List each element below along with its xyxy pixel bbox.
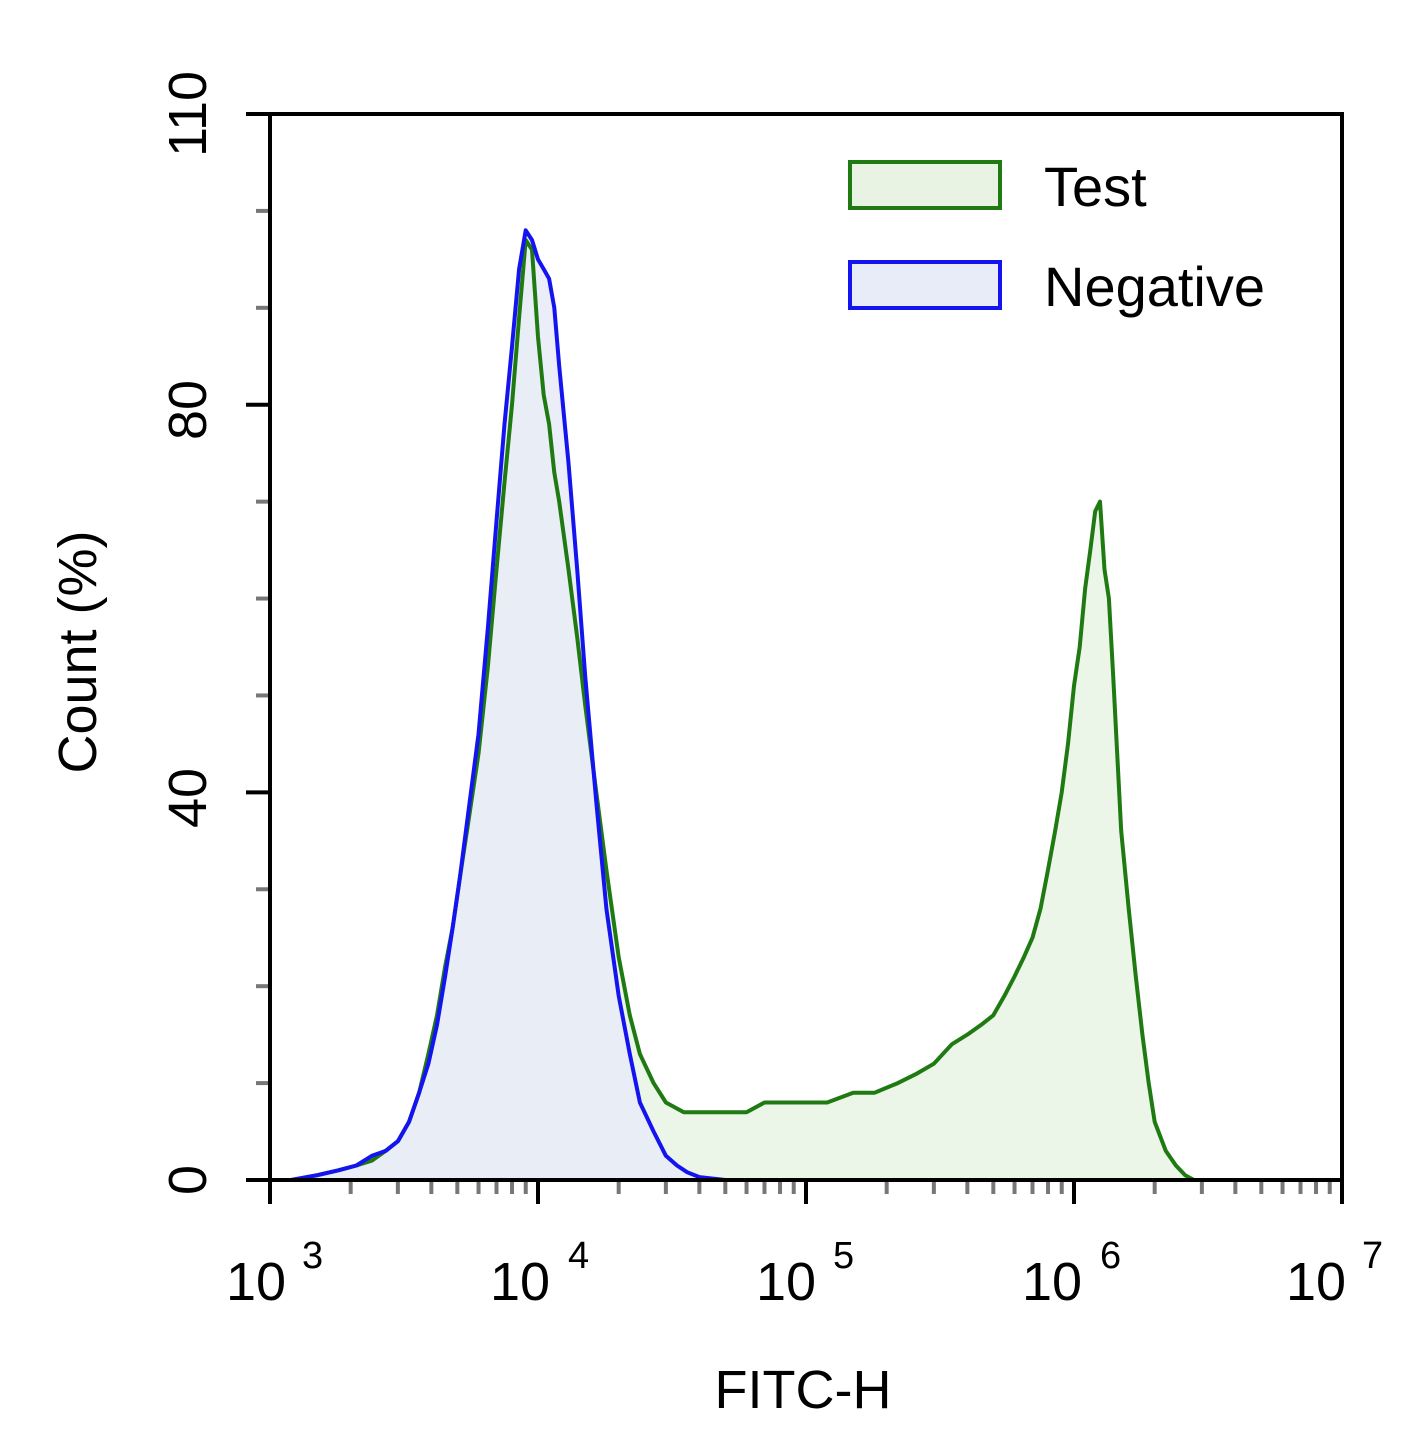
legend-label-negative: Negative xyxy=(1044,255,1265,318)
series-fills xyxy=(270,230,1342,1181)
x-tick-base: 10 xyxy=(1022,1252,1082,1312)
x-tick-base: 10 xyxy=(490,1252,550,1312)
legend-item-negative: Negative xyxy=(848,255,1265,318)
y-tick-label-80: 80 xyxy=(158,380,218,440)
x-tick-labels: 10 3 10 4 10 5 10 6 10 7 xyxy=(226,1235,1383,1312)
y-tick-labels: 0 40 80 110 xyxy=(158,71,218,1195)
legend-swatch-test xyxy=(848,160,1002,210)
y-major-ticks xyxy=(246,112,270,1182)
series-line-test xyxy=(270,238,1342,1182)
x-tick-label-1e3: 10 3 xyxy=(226,1235,323,1312)
legend-item-test: Test xyxy=(848,155,1147,218)
x-tick-base: 10 xyxy=(1286,1252,1346,1312)
y-tick-label-110: 110 xyxy=(158,71,218,157)
x-tick-exp: 4 xyxy=(568,1235,589,1277)
x-tick-base: 10 xyxy=(226,1252,286,1312)
x-tick-base: 10 xyxy=(756,1252,816,1312)
x-tick-exp: 6 xyxy=(1100,1235,1121,1277)
x-tick-exp: 7 xyxy=(1362,1235,1383,1277)
x-major-ticks xyxy=(268,1180,1344,1204)
legend-swatch-negative xyxy=(848,260,1002,310)
x-tick-label-1e4: 10 4 xyxy=(490,1235,589,1312)
x-tick-label-1e6: 10 6 xyxy=(1022,1235,1121,1312)
y-axis-title: Count (%) xyxy=(48,530,108,773)
x-tick-exp: 3 xyxy=(302,1235,323,1277)
legend-label-test: Test xyxy=(1044,155,1147,218)
series-fill-negative xyxy=(270,230,1342,1181)
legend: Test Negative xyxy=(848,155,1265,318)
x-axis-title: FITC-H xyxy=(715,1360,892,1420)
x-tick-exp: 5 xyxy=(833,1235,854,1277)
minor-ticks xyxy=(256,208,1332,1194)
y-tick-label-40: 40 xyxy=(158,768,218,828)
series-line-negative xyxy=(270,228,1342,1182)
series-lines xyxy=(270,228,1342,1182)
x-tick-label-1e5: 10 5 xyxy=(756,1235,854,1312)
x-tick-label-1e7: 10 7 xyxy=(1286,1235,1383,1312)
y-tick-label-0: 0 xyxy=(158,1165,218,1195)
